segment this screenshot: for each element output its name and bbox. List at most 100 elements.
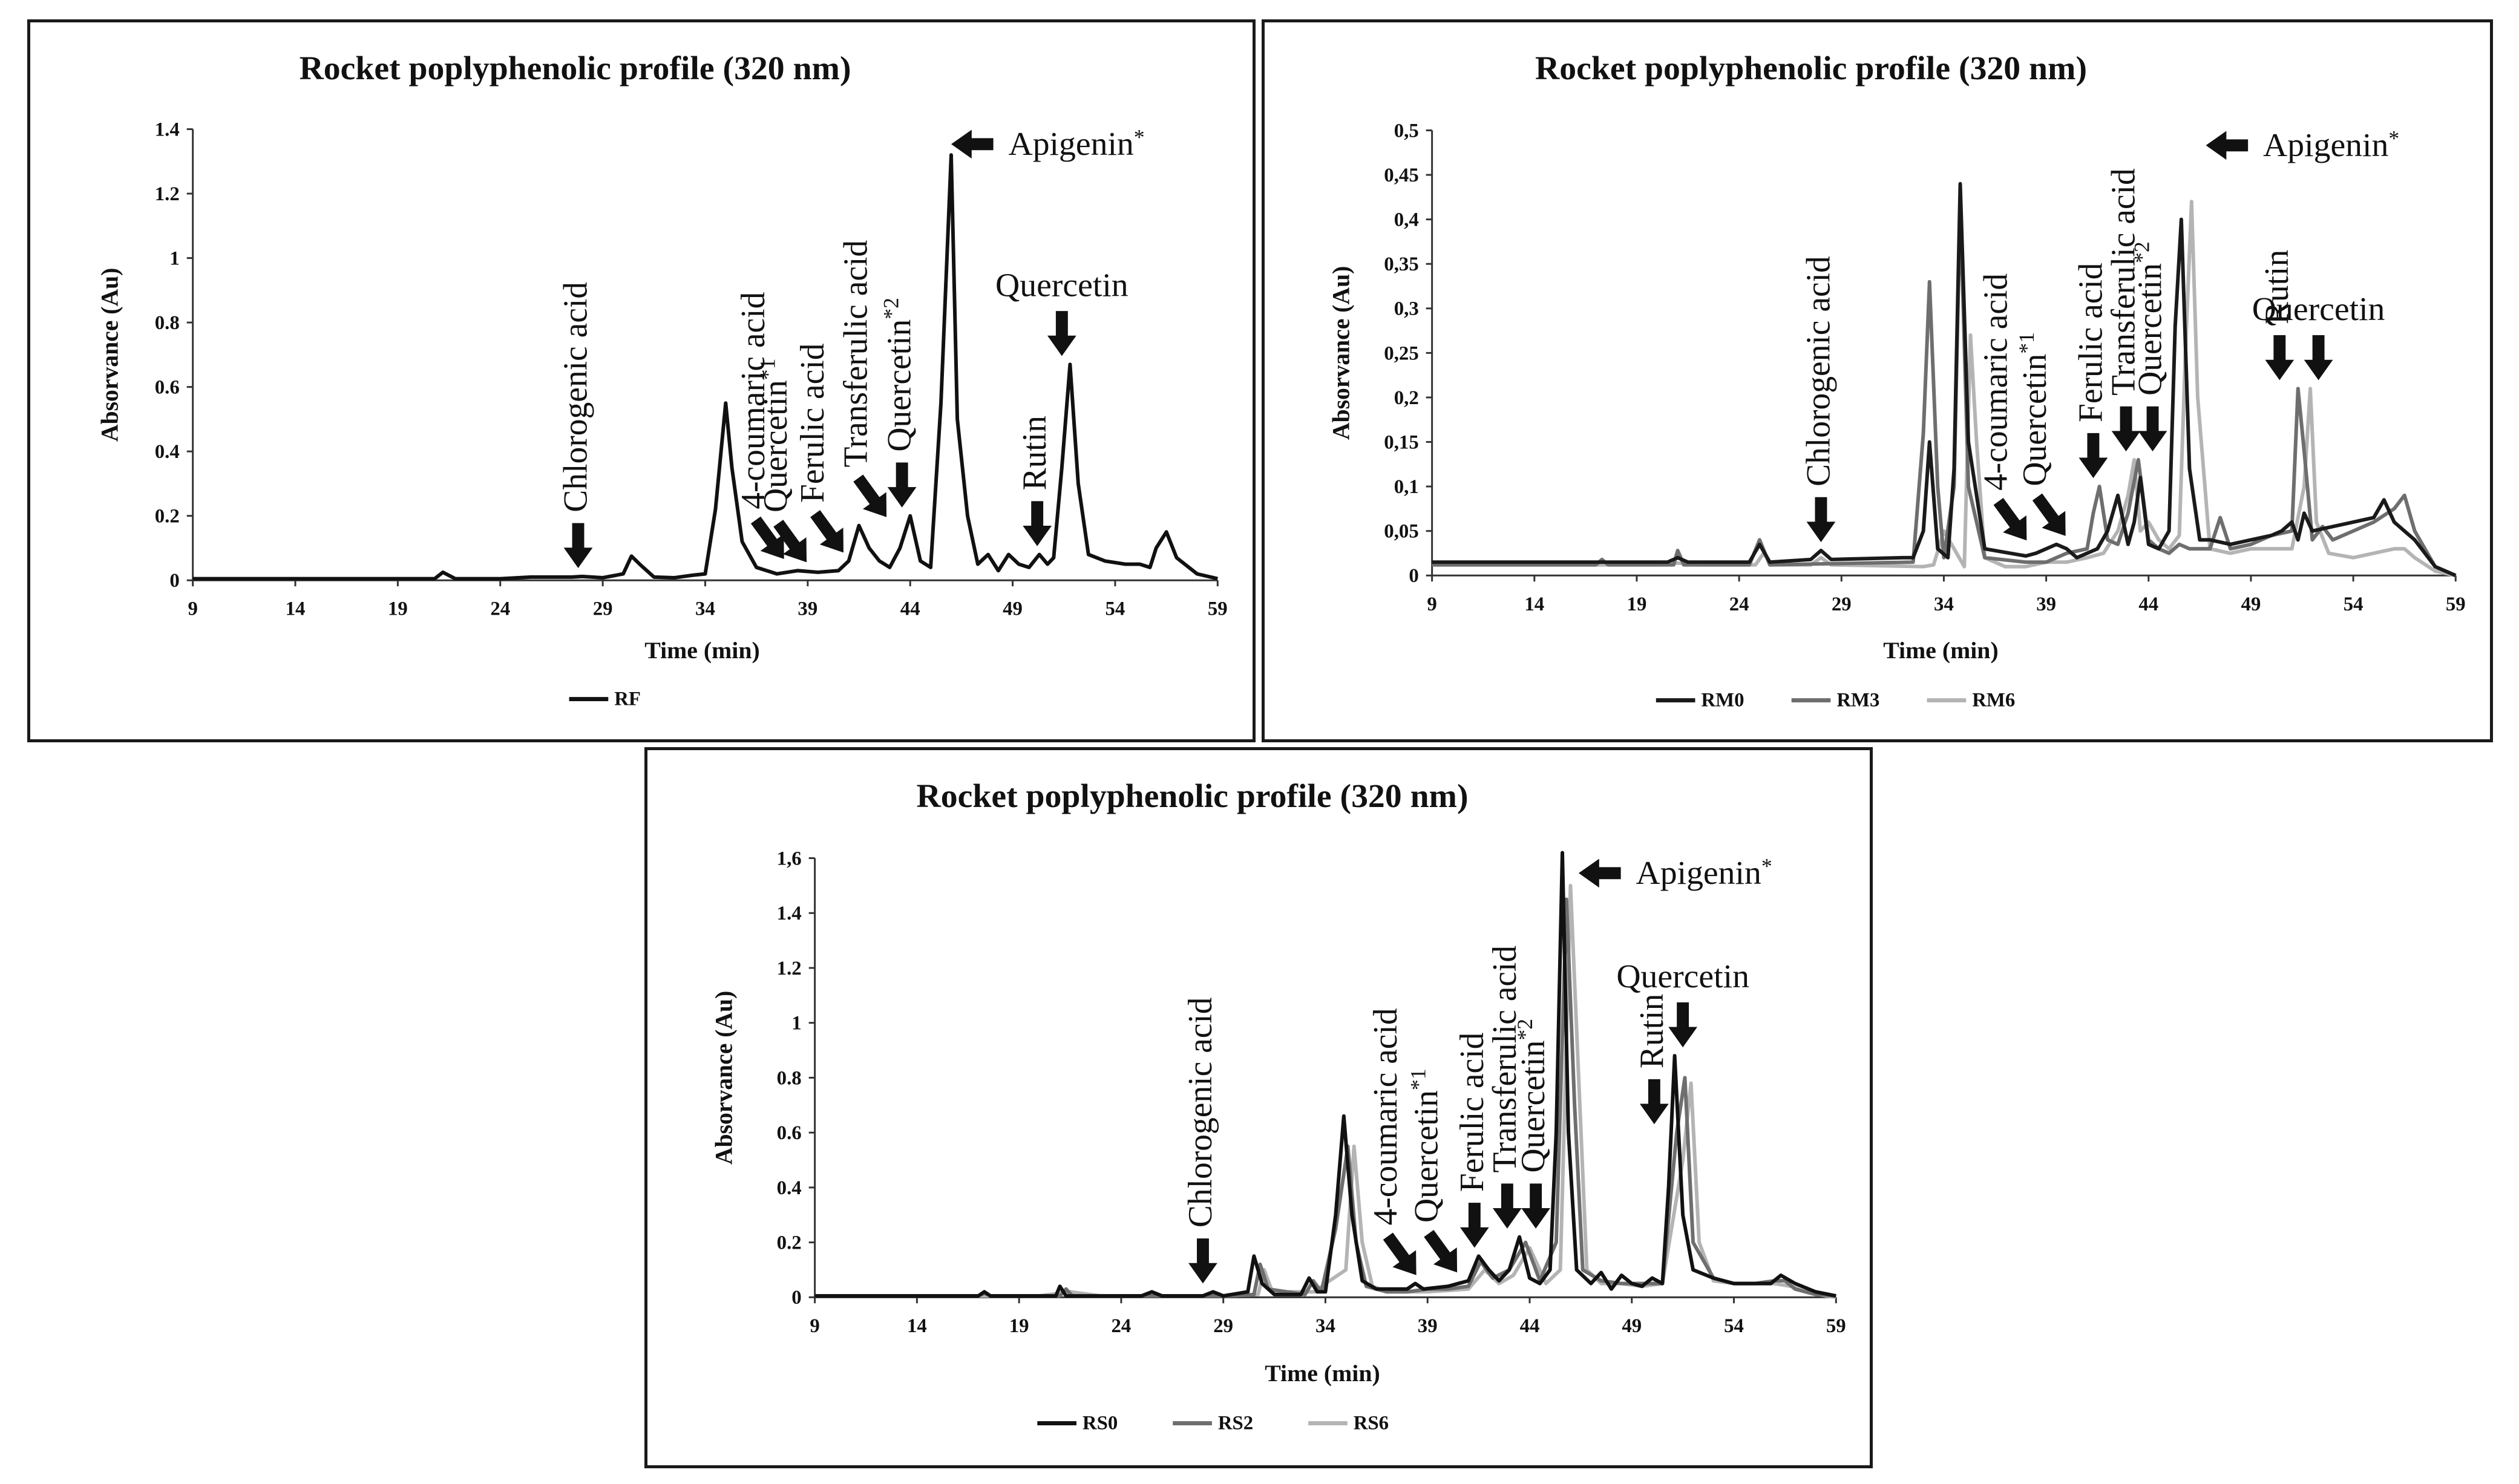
y-tick-label: 0.6 [155,377,180,399]
series-line-rm6 [1432,200,2456,578]
annotation-ferulic-acid: Ferulic acid [2072,263,2109,479]
legend-entry-rs0: RS0 [1037,1413,1118,1434]
x-tick-label: 9 [188,598,197,620]
annotation-quercetin: Quercetin*2 [2130,241,2169,452]
annotation-4-coumaric-acid: 4-coumaric acid [735,292,784,560]
annotation-rutin: Rutin [1016,416,1053,546]
x-tick-label: 59 [1826,1315,1846,1337]
arrow-icon [1424,1229,1458,1273]
annotation-label: Ferulic acid [1453,1032,1491,1192]
x-tick-label: 14 [286,598,306,620]
arrow-icon [2138,406,2167,452]
arrow-icon [1047,311,1076,356]
annotation-label: 4-coumaric acid [1367,1008,1404,1225]
y-tick-label: 0,15 [1384,432,1418,454]
chart-title: Rocket poplyphenolic profile (320 nm) [300,50,851,87]
y-tick-label: 0.6 [777,1122,802,1144]
x-tick-label: 29 [1832,593,1852,615]
x-tick-label: 49 [1003,598,1023,620]
y-tick-label: 0 [1409,565,1418,587]
legend-label: RM0 [1701,690,1744,711]
y-tick-label: 0.4 [155,441,180,463]
y-tick-label: 1 [791,1013,801,1035]
legend-label: RS2 [1218,1413,1253,1434]
annotation-quercetin: Quercetin*1 [2014,332,2066,536]
x-tick-label: 34 [695,598,715,620]
chart-rs: Rocket poplyphenolic profile (320 nm) 0 0.… [710,777,1846,1434]
x-tick-label: 14 [907,1315,927,1337]
x-tick-label: 59 [2446,593,2466,615]
x-axis-label: Time (min) [1265,1360,1380,1387]
annotation-label: 4-coumaric acid [735,292,772,509]
y-tick-label: 1.4 [777,903,802,924]
annotation-chlorogenic-acid: Chlorogenic acid [1800,256,1837,543]
x-tick-label: 34 [1315,1315,1335,1337]
x-tick-label: 54 [1106,598,1125,620]
y-tick-label: 0 [169,570,179,592]
y-tick-label: 0.2 [155,506,180,528]
legend-label: RM6 [1972,690,2015,711]
y-axis-label: Absorvance (Au) [96,268,123,442]
annotation-transferulic-acid: Transferulic acid [837,240,887,517]
annotation-transferulic-acid: Transferulic acid [1486,946,1524,1229]
y-tick-label: 0,05 [1384,521,1418,543]
x-axis-label: Time (min) [644,637,759,664]
y-tick-label: 0,5 [1394,120,1419,142]
annotation-apigenin: Apigenin* [1578,854,1772,892]
y-axis-label: Absorvance (Au) [710,991,737,1165]
arrow-icon [951,129,994,159]
annotation-quercetin: Quercetin [2252,290,2385,381]
legend-entry-rs6: RS6 [1308,1413,1389,1434]
annotation-label: Apigenin* [1008,125,1144,163]
annotation-quercetin: Quercetin*2 [1513,1019,1552,1229]
annotation-label: Apigenin* [2263,126,2399,164]
x-axis-label: Time (min) [1883,637,1998,664]
x-tick-label: 39 [2036,593,2056,615]
arrow-icon [1578,858,1621,888]
y-tick-label: 0,45 [1384,165,1418,186]
y-tick-label: 0.4 [777,1177,802,1199]
x-tick-label: 29 [593,598,613,620]
arrow-icon [810,510,843,553]
y-tick-label: 0,4 [1394,209,1419,231]
arrow-icon [750,516,784,560]
legend-entry-rf: RF [569,688,641,710]
annotation-rutin: Rutin [1633,994,1671,1125]
annotation-label: 4-coumaric acid [1977,273,2014,491]
arrow-icon [2206,131,2249,160]
arrow-icon [853,474,887,517]
chart-title: Rocket poplyphenolic profile (320 nm) [917,777,1469,815]
arrow-icon [1188,1238,1217,1284]
arrow-icon [2078,433,2108,479]
chart-rm: Rocket poplyphenolic profile (320 nm) 0 0,… [1328,50,2466,711]
chart-panel-rf: Rocket poplyphenolic profile (320 nm) 0 0.… [27,19,1256,742]
chart-panel-rm: Rocket poplyphenolic profile (320 nm) 0 0,… [1262,19,2493,742]
annotation-label: Quercetin*1 [2014,332,2054,486]
chart-title: Rocket poplyphenolic profile (320 nm) [1535,50,2087,87]
arrow-icon [2265,335,2295,381]
x-tick-label: 54 [2344,593,2363,615]
legend-label: RS6 [1354,1413,1389,1434]
annotation-label: Chlorogenic acid [557,282,594,512]
annotation-quercetin: Quercetin*1 [755,359,807,563]
arrow-icon [2032,493,2066,536]
x-tick-label: 19 [1009,1315,1029,1337]
annotation-label: Quercetin*2 [1513,1019,1552,1173]
annotation-label: Ferulic acid [794,343,831,503]
arrow-icon [563,523,593,568]
x-tick-label: 49 [2241,593,2261,615]
x-tick-label: 29 [1213,1315,1233,1337]
x-tick-label: 59 [1208,598,1228,620]
x-tick-label: 34 [1934,593,1954,615]
y-tick-label: 0,1 [1394,476,1419,498]
x-tick-label: 54 [1724,1315,1744,1337]
annotation-ferulic-acid: Ferulic acid [1453,1032,1491,1248]
legend-entry-rm3: RM3 [1791,690,1879,711]
series-line-rm0 [1432,181,2457,578]
annotation-apigenin: Apigenin* [2206,126,2399,164]
x-tick-label: 39 [1418,1315,1438,1337]
legend-label: RS0 [1083,1413,1118,1434]
arrow-icon [773,520,807,563]
x-tick-label: 44 [2138,593,2158,615]
annotation-label: Transferulic acid [1486,946,1524,1173]
